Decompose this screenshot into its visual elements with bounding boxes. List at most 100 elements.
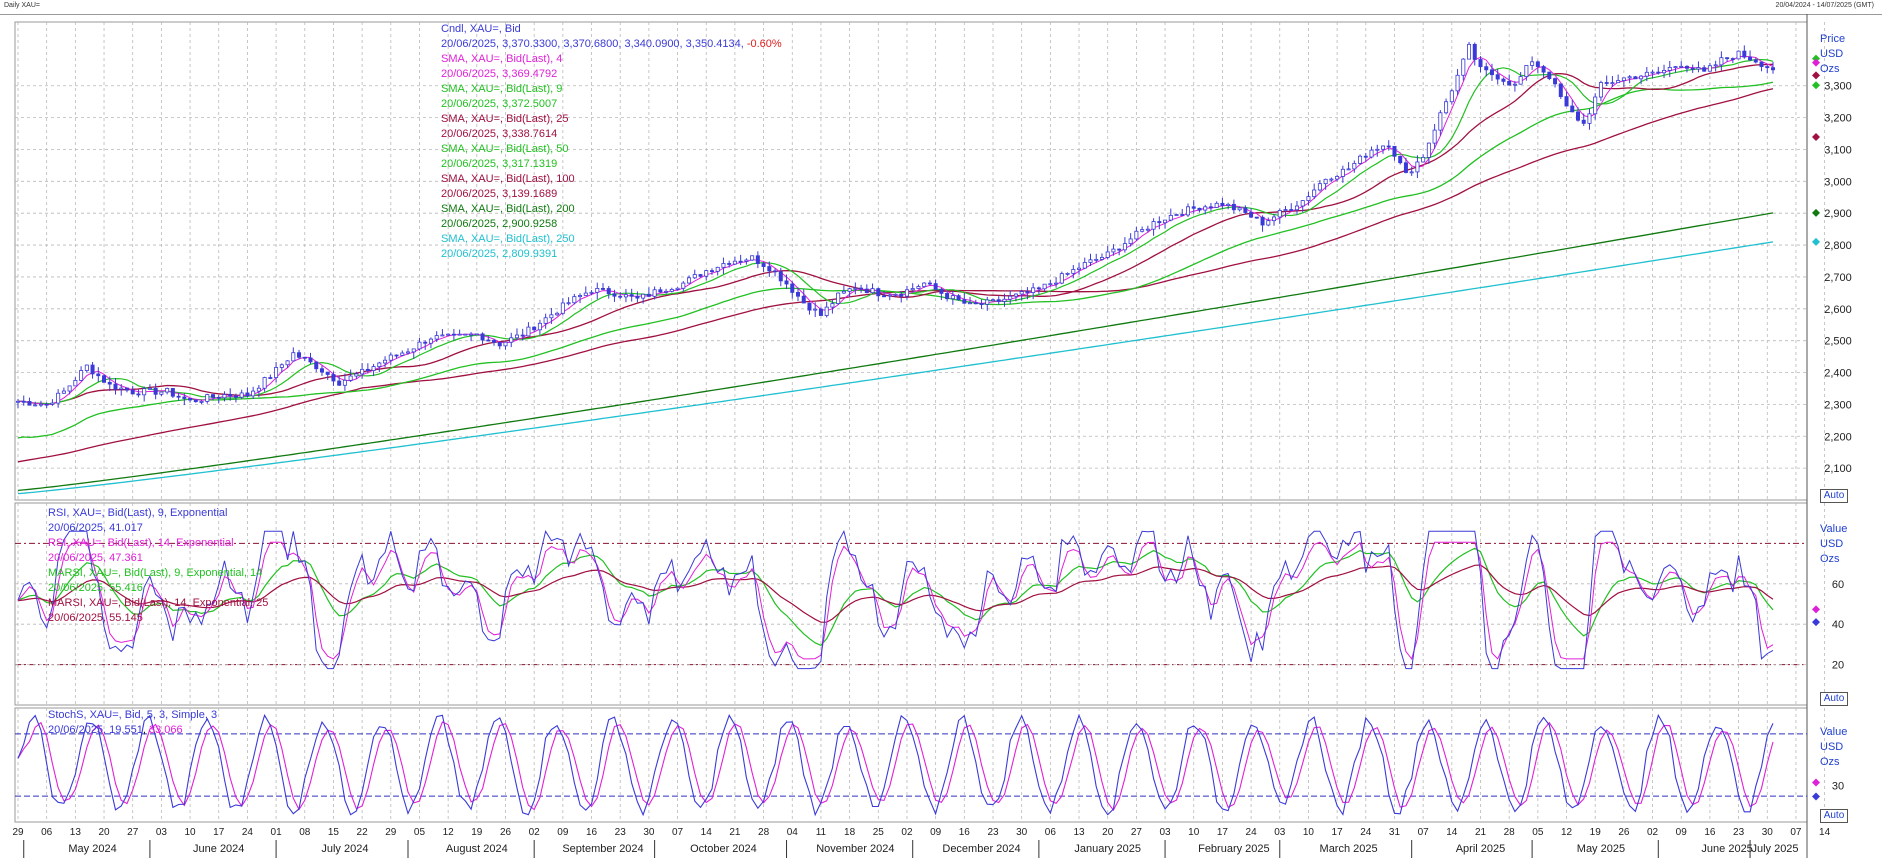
candle-body xyxy=(813,308,818,311)
candle-body xyxy=(1208,206,1213,209)
price-axis-marker xyxy=(1812,237,1820,246)
candle-body xyxy=(1748,56,1753,61)
chart-header-bar: Daily XAU= 20/04/2024 - 14/07/2025 (GMT) xyxy=(0,0,1882,15)
rsi-legend-line-3: 20/06/2025, 47.361 xyxy=(48,552,143,564)
candle-body xyxy=(1203,206,1208,211)
candle-body xyxy=(113,383,118,390)
candle-body xyxy=(1564,96,1569,107)
candle-body xyxy=(1157,221,1162,224)
candle-body xyxy=(629,294,634,297)
x-day-label: 03 xyxy=(1159,827,1171,838)
candle-body xyxy=(910,288,915,291)
candle-body xyxy=(899,293,904,297)
candle-body xyxy=(836,292,841,304)
rsi-legend-line-4: MARSI, XAU=, Bid(Last), 9, Exponential, … xyxy=(48,567,263,579)
candle-body xyxy=(1099,257,1104,260)
candle-body xyxy=(193,399,198,403)
candle-body xyxy=(778,271,783,282)
candle-body xyxy=(1335,176,1340,180)
candle-body xyxy=(1415,161,1420,173)
x-day-label: 20 xyxy=(1102,827,1114,838)
x-day-label: 06 xyxy=(41,827,53,838)
candle-body xyxy=(1656,71,1661,74)
candle-body xyxy=(136,393,141,396)
rsi-legend-line-0: RSI, XAU=, Bid(Last), 9, Exponential xyxy=(48,507,228,519)
candle-body xyxy=(1065,272,1070,275)
candle-body xyxy=(1352,163,1357,170)
stoch-legend-values: 20/06/2025, 19.551, 33.066 xyxy=(48,724,183,736)
candle-body xyxy=(165,388,170,393)
candle-body xyxy=(1260,216,1265,226)
candle-body xyxy=(1094,258,1099,261)
x-day-label: 26 xyxy=(500,827,512,838)
candle-body xyxy=(96,373,101,377)
x-day-label: 10 xyxy=(1303,827,1315,838)
candle-body xyxy=(124,387,129,391)
candle-body xyxy=(1019,291,1024,295)
candle-body xyxy=(1283,209,1288,211)
candle-body xyxy=(325,371,330,375)
candle-body xyxy=(1650,71,1655,74)
candle-body xyxy=(503,341,508,347)
candle-body xyxy=(90,364,95,375)
candle-body xyxy=(1467,43,1472,60)
candle-body xyxy=(1581,119,1586,124)
candle-body xyxy=(176,395,181,398)
candle-body xyxy=(555,312,560,316)
candle-body xyxy=(738,260,743,263)
candle-body xyxy=(675,287,680,290)
x-month-label: September 2024 xyxy=(562,843,643,855)
candle-body xyxy=(709,270,714,273)
x-day-label: 30 xyxy=(1762,827,1774,838)
candle-body xyxy=(1713,64,1718,67)
stoch-axis-marker xyxy=(1812,792,1820,801)
price-axis-marker xyxy=(1812,132,1820,141)
candle-body xyxy=(21,400,26,403)
candle-body xyxy=(56,392,61,404)
candle-body xyxy=(1409,171,1414,174)
candle-body xyxy=(274,367,279,378)
price-legend-line-8: SMA, XAU=, Bid(Last), 50 xyxy=(441,143,569,155)
candle-body xyxy=(1455,74,1460,92)
sma200-line xyxy=(17,212,1774,492)
rsi-legend-line-6: MARSI, XAU=, Bid(Last), 14, Exponential,… xyxy=(48,597,269,609)
rsi-auto-button[interactable]: Auto xyxy=(1820,692,1848,706)
rsi9-line xyxy=(17,529,1774,670)
candle-body xyxy=(79,370,84,381)
candle-body xyxy=(451,333,456,336)
candle-body xyxy=(119,387,124,390)
price-y-tick-label: 2,700 xyxy=(1824,272,1852,284)
stoch-y-tick-label: 30 xyxy=(1832,781,1844,793)
candle-body xyxy=(589,291,594,294)
candle-body xyxy=(761,263,766,267)
candle-body xyxy=(15,400,20,403)
candle-body xyxy=(1432,129,1437,144)
instrument-label: Daily XAU= xyxy=(4,2,40,9)
candle-body xyxy=(1025,291,1030,293)
stoch-auto-button[interactable]: Auto xyxy=(1820,809,1848,823)
candle-body xyxy=(790,283,795,293)
candle-body xyxy=(1059,273,1064,284)
candle-body xyxy=(1180,214,1185,216)
candle-body xyxy=(291,352,296,362)
candle-body xyxy=(1386,145,1391,148)
candle-body xyxy=(486,339,491,342)
x-day-label: 05 xyxy=(1532,827,1544,838)
candle-body xyxy=(784,280,789,285)
x-month-label: December 2024 xyxy=(942,843,1020,855)
x-month-label: June 2024 xyxy=(193,843,244,855)
x-day-label: 03 xyxy=(156,827,168,838)
price-legend-line-6: SMA, XAU=, Bid(Last), 25 xyxy=(441,113,569,125)
candle-body xyxy=(1111,248,1116,253)
x-month-label: May 2025 xyxy=(1577,843,1625,855)
candle-body xyxy=(801,295,806,304)
candle-body xyxy=(239,392,244,398)
x-day-label: 16 xyxy=(1704,827,1716,838)
price-y-tick-label: 3,300 xyxy=(1824,81,1852,93)
candle-body xyxy=(371,366,376,371)
candle-body xyxy=(1002,298,1007,302)
candle-body xyxy=(882,295,887,298)
candle-body xyxy=(601,288,606,290)
price-auto-button[interactable]: Auto xyxy=(1820,489,1848,503)
